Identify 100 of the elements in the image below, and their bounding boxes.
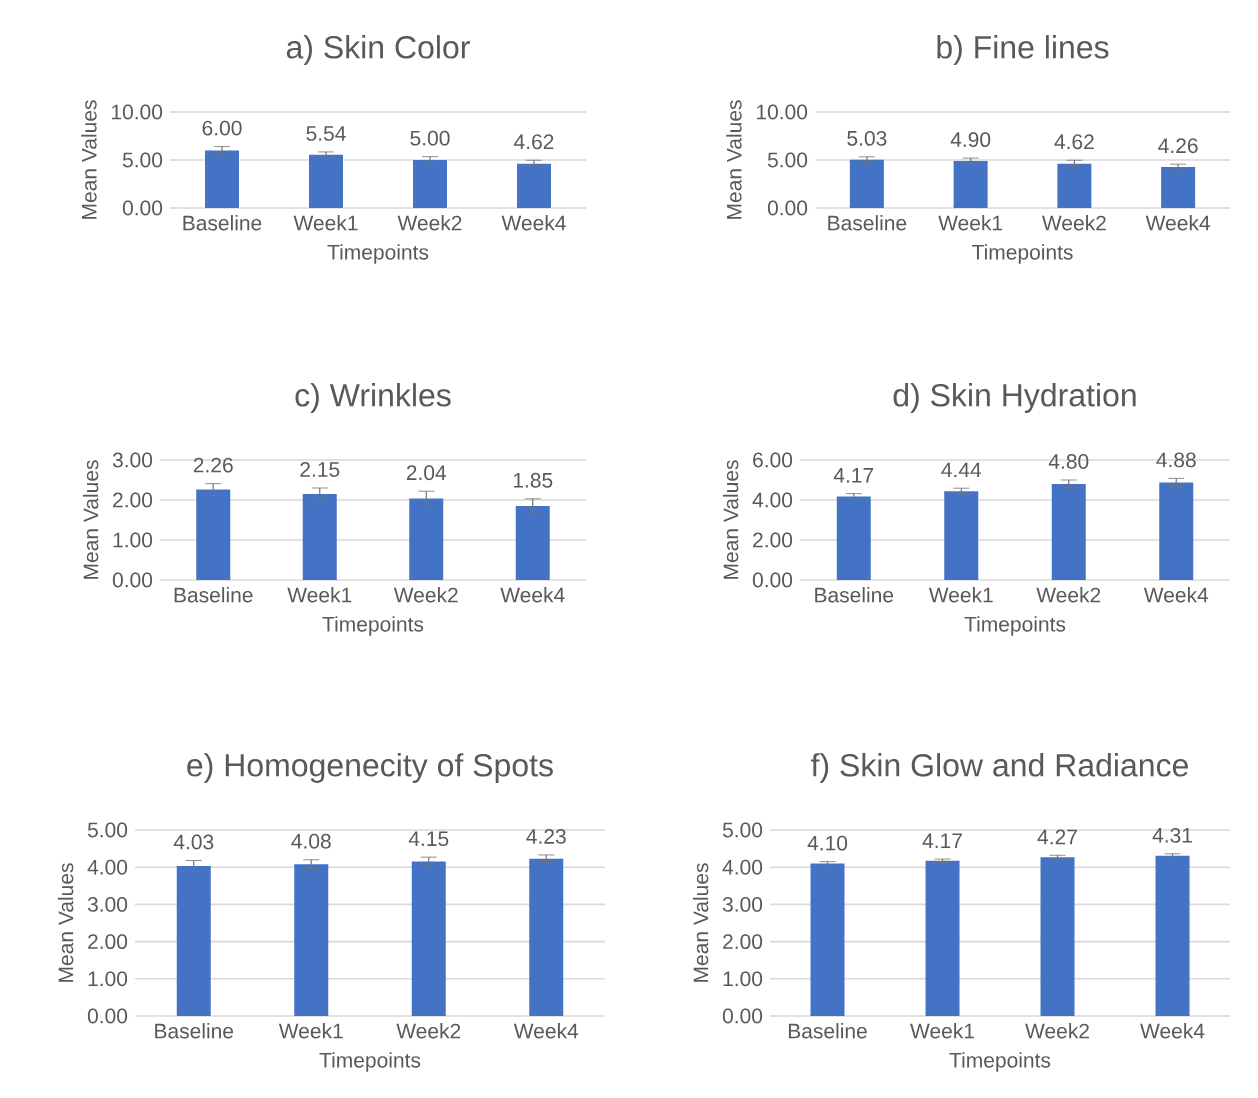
x-tick-label: Week4	[500, 587, 565, 603]
data-label: 4.31	[1152, 827, 1192, 843]
y-tick-label: 0.00	[122, 200, 163, 216]
y-axis-title: Mean Values	[81, 100, 97, 219]
bar	[515, 505, 550, 580]
x-tick-label: Baseline	[788, 1023, 867, 1039]
bar	[413, 159, 447, 208]
y-axis-title: Mean Values	[57, 863, 74, 982]
x-axis-title: Timepoints	[964, 616, 1066, 636]
data-label: 4.15	[408, 831, 449, 847]
y-tick-label: 1.00	[88, 971, 128, 987]
x-tick-label: Week2	[396, 1023, 461, 1039]
data-label: 4.26	[1158, 138, 1198, 154]
x-tick-label: Week4	[501, 215, 566, 231]
x-tick-label: Week1	[928, 587, 993, 603]
bar	[309, 154, 343, 208]
x-tick-label: Baseline	[183, 215, 262, 231]
x-tick-label: Week1	[938, 215, 1003, 231]
y-tick-label: 5.00	[767, 152, 808, 168]
y-tick-label: 0.00	[112, 572, 153, 588]
x-tick-label: Week4	[1140, 1023, 1205, 1039]
y-tick-label: 4.00	[752, 492, 793, 508]
data-label: 5.03	[847, 130, 887, 146]
y-tick-label: 2.00	[113, 492, 153, 508]
y-tick-label: 0.00	[722, 1008, 763, 1024]
data-label: 4.27	[1037, 829, 1077, 845]
data-label: 4.10	[807, 835, 848, 851]
bar	[1155, 855, 1190, 1016]
bar	[516, 163, 551, 208]
y-tick-label: 3.00	[87, 896, 128, 912]
y-tick-label: 0.00	[767, 200, 808, 216]
x-tick-label: Week4	[1143, 587, 1209, 603]
x-tick-label: Week4	[1145, 215, 1210, 231]
x-tick-label: Week2	[1041, 215, 1106, 231]
bar	[1159, 482, 1194, 580]
chart-title: c) Wrinkles	[295, 383, 451, 413]
data-label: 4.17	[922, 833, 962, 848]
bar	[409, 498, 444, 580]
chart-title: a) Skin Color	[286, 35, 470, 65]
x-tick-label: Baseline	[174, 587, 253, 603]
x-tick-label: Week2	[393, 587, 458, 603]
chart-title: f) Skin Glow and Radiance	[811, 753, 1188, 783]
y-tick-label: 5.00	[122, 152, 163, 168]
x-axis-title: Timepoints	[322, 616, 424, 636]
y-tick-label: 1.00	[723, 971, 763, 987]
data-label: 5.00	[410, 130, 450, 146]
data-label: 4.23	[526, 829, 566, 844]
data-label: 4.08	[291, 833, 331, 849]
bar	[1051, 483, 1086, 580]
x-axis-title: Timepoints	[319, 1052, 421, 1072]
data-label: 4.17	[833, 468, 874, 483]
data-label: 2.26	[193, 457, 233, 473]
data-label: 4.62	[1054, 134, 1094, 150]
x-tick-label: Week2	[397, 215, 462, 231]
y-axis-title: Mean Values	[726, 100, 742, 219]
x-axis-title: Timepoints	[949, 1052, 1051, 1072]
data-label: 4.90	[950, 132, 991, 148]
x-tick-label: Week1	[293, 215, 358, 231]
bar	[302, 493, 337, 580]
y-tick-label: 0.00	[87, 1008, 128, 1024]
y-tick-label: 10.00	[756, 104, 808, 120]
bar	[836, 496, 871, 580]
data-label: 1.85	[513, 472, 553, 488]
y-tick-label: 6.00	[753, 452, 793, 468]
data-label: 4.80	[1048, 454, 1089, 469]
data-label: 5.54	[306, 126, 346, 141]
data-label: 4.88	[1156, 452, 1196, 468]
x-tick-label: Week4	[513, 1023, 579, 1039]
x-tick-label: Week1	[287, 587, 352, 603]
y-tick-label: 4.00	[722, 859, 763, 875]
data-label: 6.00	[202, 120, 242, 136]
x-tick-label: Week1	[910, 1023, 974, 1039]
y-tick-label: 5.00	[87, 822, 128, 838]
bar	[810, 863, 845, 1016]
x-tick-label: Baseline	[815, 587, 894, 603]
y-tick-label: 3.00	[112, 452, 153, 468]
y-tick-label: 3.00	[722, 896, 763, 912]
y-tick-label: 2.00	[753, 532, 793, 548]
x-tick-label: Baseline	[155, 1023, 234, 1039]
y-tick-label: 4.00	[87, 859, 128, 875]
data-label: 4.03	[173, 834, 214, 850]
x-tick-label: Week2	[1036, 587, 1101, 603]
y-tick-label: 5.00	[722, 822, 763, 838]
data-label: 2.15	[300, 462, 340, 477]
data-label: 4.62	[514, 134, 554, 150]
bar	[196, 489, 231, 580]
y-tick-label: 1.00	[113, 532, 153, 548]
x-axis-title: Timepoints	[327, 244, 429, 264]
data-label: 4.44	[941, 462, 982, 478]
y-axis-title: Mean Values	[82, 460, 99, 579]
y-axis-title: Mean Values	[692, 863, 709, 982]
data-label: 2.04	[406, 465, 447, 481]
chart-title: d) Skin Hydration	[893, 383, 1136, 413]
x-tick-label: Week2	[1025, 1023, 1089, 1039]
bar	[1040, 857, 1075, 1016]
y-tick-label: 0.00	[752, 572, 793, 588]
bar	[944, 491, 979, 580]
bar	[205, 150, 239, 208]
y-tick-label: 10.00	[111, 104, 163, 120]
x-tick-label: Baseline	[828, 215, 907, 231]
